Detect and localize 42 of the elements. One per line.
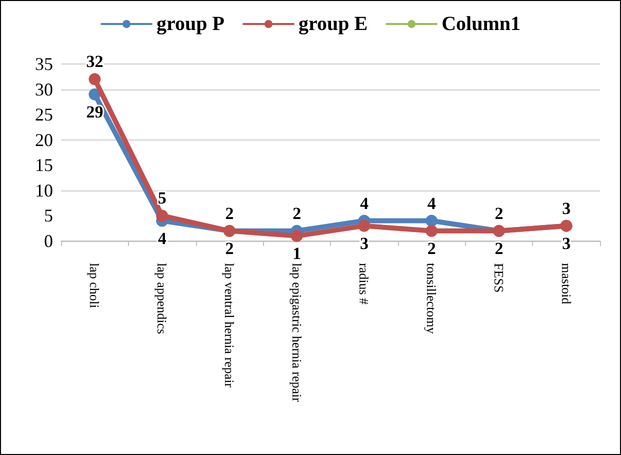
point: [426, 224, 438, 237]
y-tick-label: 5: [44, 206, 53, 226]
point: [156, 210, 168, 222]
data-label: 29: [86, 102, 104, 122]
x-tick-label: radius #: [356, 263, 372, 306]
legend-label: Column1: [442, 13, 520, 35]
point: [290, 230, 303, 242]
data-label: 3: [562, 198, 571, 218]
legend-label: group P: [156, 13, 224, 35]
data-label: 2: [292, 204, 302, 223]
x-tick-label: lap ventral hernia repair: [222, 263, 237, 388]
data-label: 1: [292, 244, 302, 263]
data-label: 3: [360, 234, 368, 253]
x-tick-label: FESS: [491, 263, 506, 293]
data-label: 2: [225, 238, 234, 258]
data-label: 4: [360, 194, 369, 213]
y-tick-label: 10: [35, 180, 53, 200]
data-label: 2: [427, 238, 436, 258]
y-tick-label: 30: [35, 79, 53, 100]
data-label: 2: [225, 204, 234, 223]
y-tick-label: 15: [35, 155, 53, 176]
data-label: 32: [86, 52, 104, 72]
y-tick-label: 35: [35, 54, 53, 74]
data-label: 5: [158, 188, 166, 208]
x-tick-label: tonsillectomy: [424, 263, 440, 334]
data-label: 2: [494, 238, 504, 258]
data-label: 3: [562, 234, 571, 253]
legend-label: group E: [298, 13, 368, 35]
point: [88, 88, 101, 100]
data-label: 4: [427, 194, 436, 213]
x-tick-label: lap epigastric hernia repair: [289, 263, 304, 403]
data-label: 2: [494, 204, 504, 223]
data-label: 4: [158, 228, 167, 248]
point: [358, 220, 370, 232]
point: [88, 73, 101, 86]
x-tick-label: lap choli: [87, 263, 102, 309]
y-tick-label: 25: [35, 104, 53, 125]
y-tick-label: 0: [44, 231, 53, 251]
point: [426, 214, 438, 227]
y-tick-label: 20: [35, 130, 53, 150]
x-tick-label: lap appendics: [154, 263, 170, 334]
x-tick-label: mastoid: [558, 263, 574, 305]
